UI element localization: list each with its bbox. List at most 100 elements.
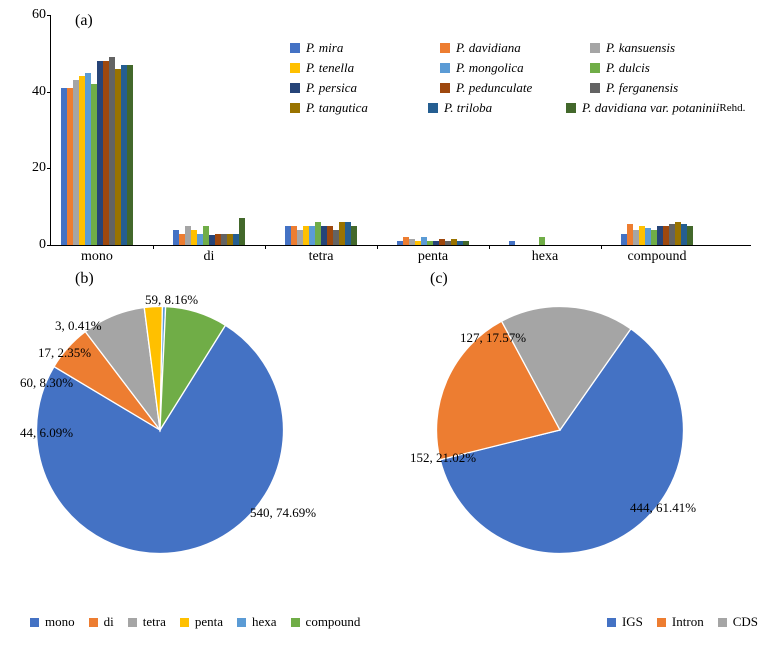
legend-item: P. tenella: [290, 60, 440, 76]
pie-slice-label: 3, 0.41%: [55, 318, 102, 334]
x-tick-mark: [601, 245, 602, 249]
figure: (a) 0204060monoditetrapentahexacompound …: [10, 10, 768, 630]
legend-item: Intron: [657, 614, 704, 630]
legend-item: P. davidiana: [440, 40, 590, 56]
legend-item: P. tangutica: [290, 100, 428, 116]
pie-slice-label: 60, 8.30%: [20, 375, 73, 391]
bar: [509, 241, 515, 245]
legend-swatch: [440, 83, 450, 93]
legend-swatch: [89, 618, 98, 627]
legend-item: hexa: [237, 614, 277, 630]
pie-slice-label: 44, 6.09%: [20, 425, 73, 441]
legend-swatch: [440, 43, 450, 53]
legend-label: tetra: [143, 614, 166, 630]
bar: [463, 241, 469, 245]
legend-species-name: P. mongolica: [456, 60, 524, 76]
legend-swatch: [718, 618, 727, 627]
legend-species-name: P. ferganensis: [606, 80, 678, 96]
x-tick-mark: [265, 245, 266, 249]
y-tick-label: 40: [21, 84, 46, 100]
x-category-label: di: [169, 249, 249, 265]
x-tick-mark: [489, 245, 490, 249]
legend-item: mono: [30, 614, 75, 630]
legend-species-name: P. davidiana: [456, 40, 521, 56]
panels-bc-row: (b) (c) 540, 74.69%44, 6.09%60, 8.30%17,…: [10, 270, 768, 630]
legend-label: compound: [306, 614, 361, 630]
legend-item: tetra: [128, 614, 166, 630]
legend-swatch: [180, 618, 189, 627]
legend-swatch: [440, 63, 450, 73]
y-tick-mark: [47, 15, 51, 16]
pie-slice-label: 152, 21.02%: [410, 450, 476, 466]
legend-swatch: [290, 43, 300, 53]
legend-swatch: [590, 43, 600, 53]
y-tick-mark: [47, 168, 51, 169]
pie-slice-label: 59, 8.16%: [145, 292, 198, 308]
legend-swatch: [128, 618, 137, 627]
legend-species-name: P. tenella: [306, 60, 354, 76]
legend-species-name: P. dulcis: [606, 60, 650, 76]
legend-item: P. mira: [290, 40, 440, 56]
x-category-label: penta: [393, 249, 473, 265]
legend-item: penta: [180, 614, 223, 630]
legend-species-name: P. mira: [306, 40, 343, 56]
y-tick-label: 60: [21, 7, 46, 23]
legend-item: CDS: [718, 614, 758, 630]
x-category-label: compound: [617, 249, 697, 265]
legend-swatch: [590, 63, 600, 73]
legend-label: penta: [195, 614, 223, 630]
x-tick-mark: [377, 245, 378, 249]
legend-swatch: [290, 83, 300, 93]
legend-swatch: [566, 103, 576, 113]
legend-species-name: P. kansuensis: [606, 40, 675, 56]
legend-label: Intron: [672, 614, 704, 630]
legend-panel-a: P. mira P. davidiana P. kansuensis P. tenel…: [290, 40, 750, 120]
legend-swatch: [428, 103, 438, 113]
bar: [239, 218, 245, 245]
legend-item: P. triloba: [428, 100, 566, 116]
legend-swatch: [30, 618, 39, 627]
pie-slice-label: 127, 17.57%: [460, 330, 526, 346]
legend-label: di: [104, 614, 114, 630]
y-tick-label: 20: [21, 160, 46, 176]
legend-item: P. pedunculate: [440, 80, 590, 96]
bar: [127, 65, 133, 245]
y-tick-mark: [47, 92, 51, 93]
legend-swatch: [607, 618, 616, 627]
x-category-label: tetra: [281, 249, 361, 265]
legend-label: mono: [45, 614, 75, 630]
bar: [351, 226, 357, 245]
legend-swatch: [291, 618, 300, 627]
legend-item: di: [89, 614, 114, 630]
legend-item: P. kansuensis: [590, 40, 740, 56]
legend-item: P. mongolica: [440, 60, 590, 76]
legend-swatch: [290, 103, 300, 113]
pie-b-container: 540, 74.69%44, 6.09%60, 8.30%17, 2.35%3,…: [30, 300, 380, 565]
legend-species-name: P. persica: [306, 80, 357, 96]
x-tick-mark: [153, 245, 154, 249]
legend-panel-c: IGS Intron CDS: [607, 614, 758, 630]
legend-swatch: [237, 618, 246, 627]
panel-b-label: (b): [75, 270, 94, 288]
bar: [687, 226, 693, 245]
panel-c-label: (c): [430, 270, 448, 288]
y-tick-label: 0: [21, 237, 46, 253]
legend-item: IGS: [607, 614, 643, 630]
legend-label: CDS: [733, 614, 758, 630]
legend-species-suffix: Rehd.: [719, 102, 745, 114]
y-tick-mark: [47, 245, 51, 246]
legend-item: P. dulcis: [590, 60, 740, 76]
legend-swatch: [290, 63, 300, 73]
legend-species-name: P. triloba: [444, 100, 492, 116]
legend-species-name: P. davidiana var. potaninii: [582, 100, 719, 116]
panel-a: (a) 0204060monoditetrapentahexacompound …: [10, 10, 768, 270]
x-category-label: hexa: [505, 249, 585, 265]
legend-species-name: P. tangutica: [306, 100, 368, 116]
legend-species-name: P. pedunculate: [456, 80, 532, 96]
legend-label: IGS: [622, 614, 643, 630]
pie-slice-label: 444, 61.41%: [630, 500, 696, 516]
pie-slice-label: 540, 74.69%: [250, 505, 316, 521]
legend-label: hexa: [252, 614, 277, 630]
legend-item: P. ferganensis: [590, 80, 740, 96]
pie-slice-label: 17, 2.35%: [38, 345, 91, 361]
